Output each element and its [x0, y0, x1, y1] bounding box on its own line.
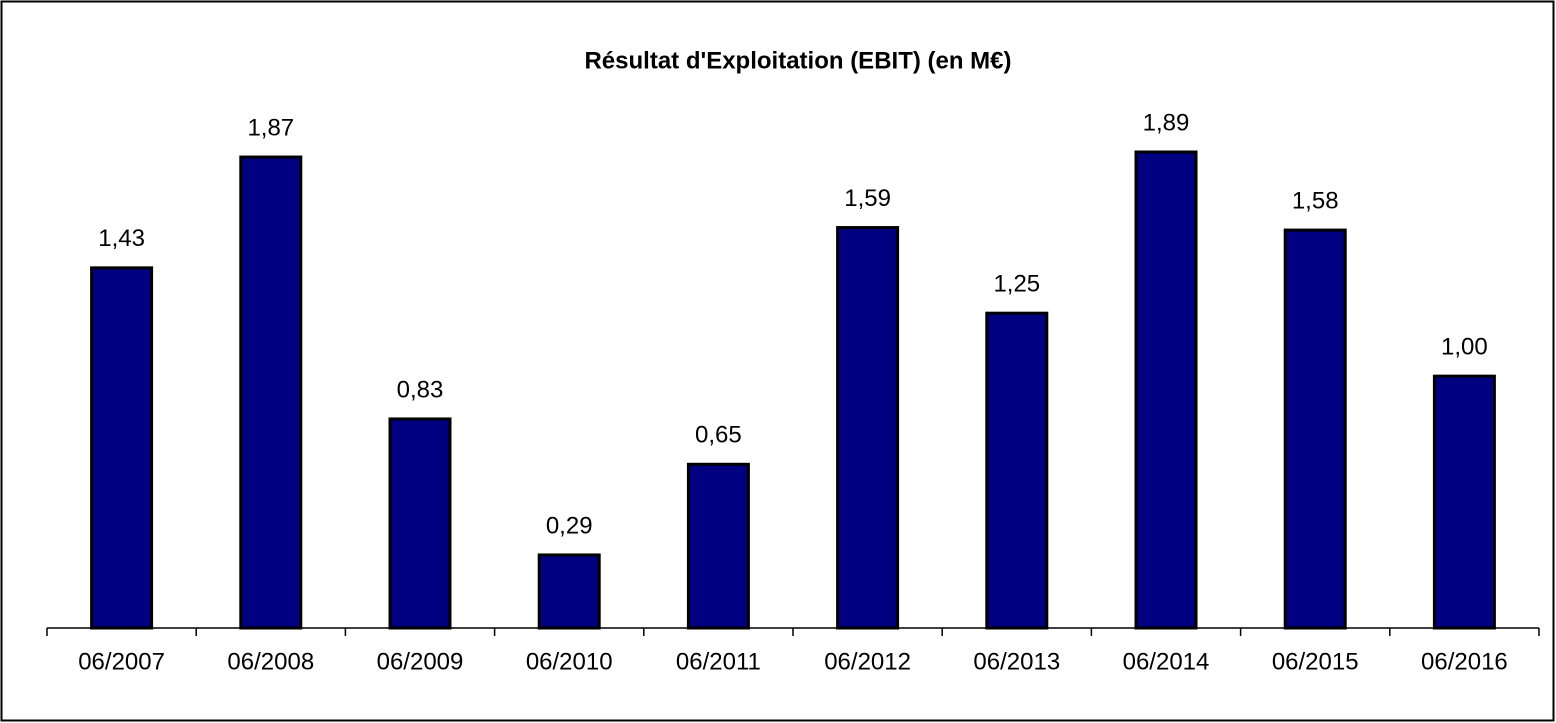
value-label: 0,83	[397, 376, 444, 403]
value-label: 1,89	[1143, 109, 1190, 136]
value-label: 1,59	[844, 185, 891, 212]
bar	[388, 417, 452, 630]
x-tick-label: 06/2012	[824, 648, 911, 675]
x-tick-label: 06/2010	[526, 648, 613, 675]
value-label: 0,65	[695, 422, 742, 449]
bar	[90, 266, 154, 630]
bar	[686, 462, 750, 630]
chart-title: Résultat d'Exploitation (EBIT) (en M€)	[584, 47, 1011, 74]
value-label: 1,43	[98, 225, 145, 252]
x-tick-label: 06/2007	[78, 648, 165, 675]
x-tick-label: 06/2014	[1123, 648, 1210, 675]
x-tick-label: 06/2015	[1272, 648, 1359, 675]
bar	[239, 155, 303, 630]
value-label: 0,29	[546, 512, 593, 539]
bar	[537, 553, 601, 630]
bar	[1432, 374, 1496, 630]
x-tick-label: 06/2011	[676, 648, 761, 675]
x-tick-label: 06/2009	[377, 648, 464, 675]
x-tick-label: 06/2016	[1421, 648, 1508, 675]
value-label: 1,58	[1292, 187, 1339, 214]
x-tick-label: 06/2013	[973, 648, 1060, 675]
bar	[1283, 228, 1347, 630]
value-label: 1,87	[247, 114, 294, 141]
bar	[836, 226, 900, 630]
x-tick-label: 06/2008	[227, 648, 314, 675]
bar	[1134, 150, 1198, 630]
value-label: 1,00	[1441, 333, 1488, 360]
bar	[985, 311, 1049, 630]
value-label: 1,25	[993, 271, 1040, 298]
